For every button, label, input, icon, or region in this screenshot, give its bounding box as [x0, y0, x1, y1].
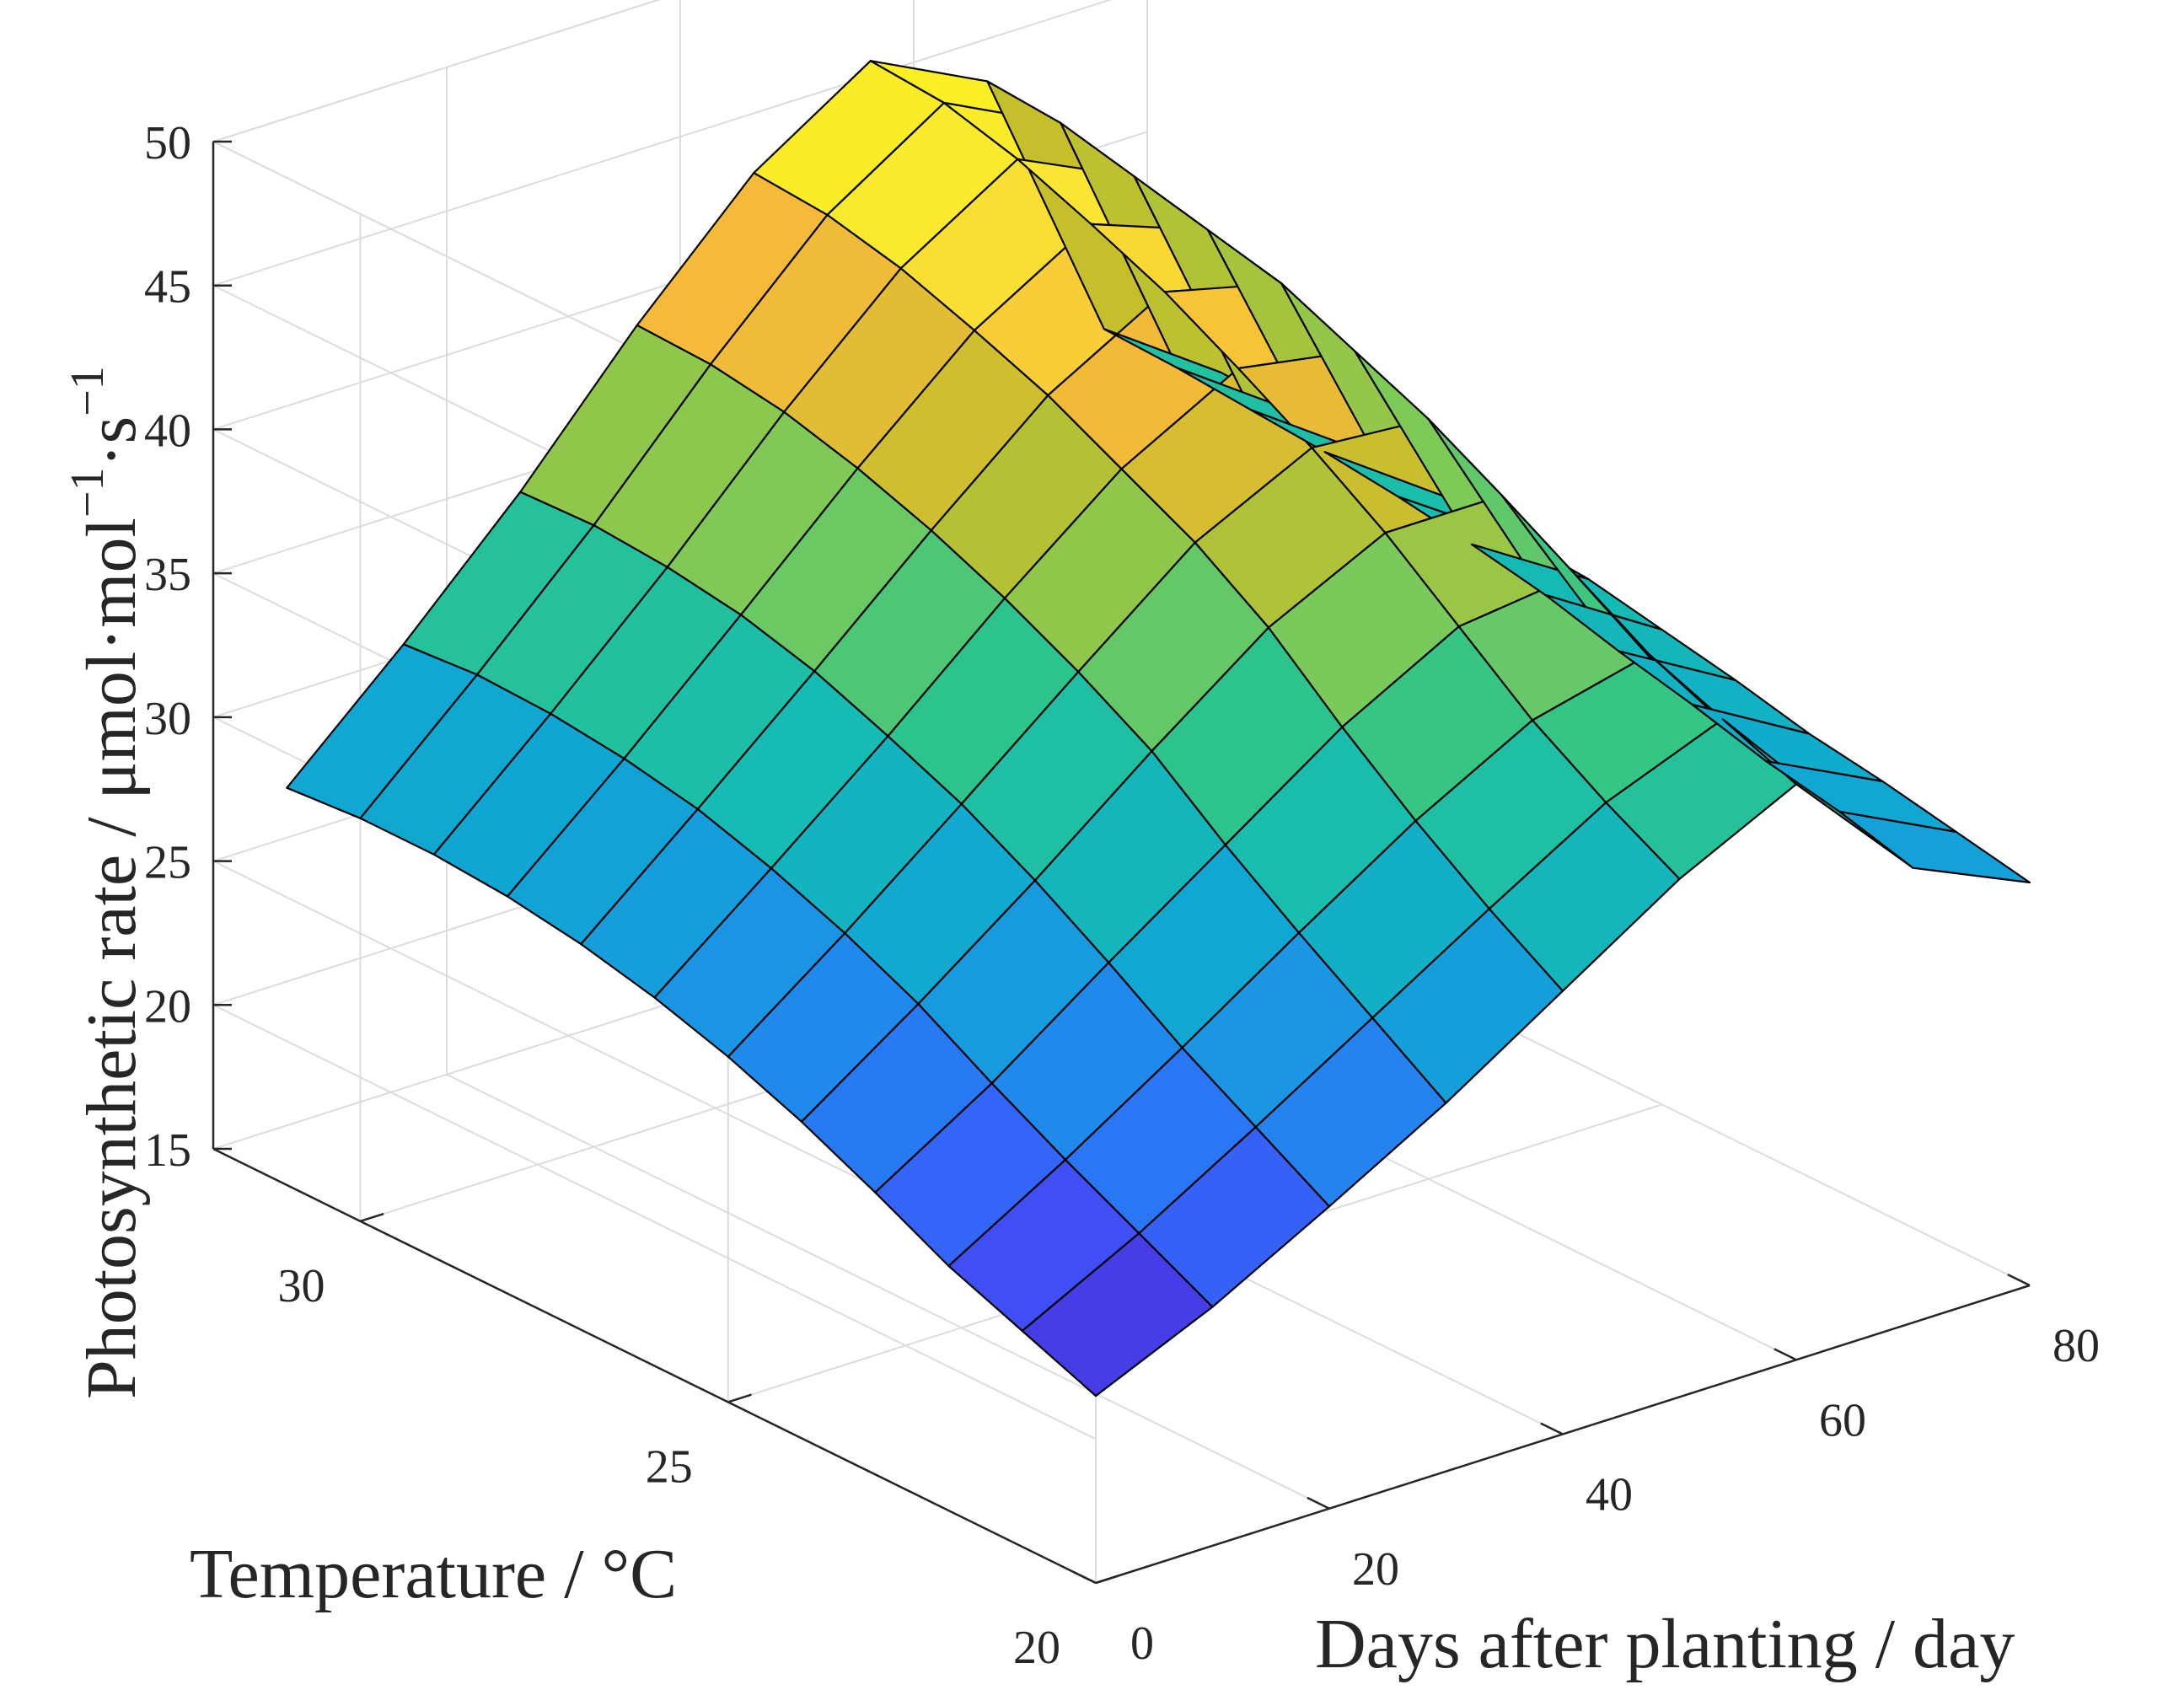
z-axis-label-sep: ·s: [72, 416, 151, 468]
x-tick-0: [1073, 1571, 1097, 1585]
x-gridline-1: [446, 67, 1330, 1510]
z-axis-label-sup-2: −1: [62, 366, 114, 416]
y-tick-label-1: 25: [646, 1440, 693, 1493]
z-tick-label-1: 20: [144, 980, 191, 1033]
x-tick-label-0: 0: [1130, 1617, 1154, 1670]
z-tick-label-2: 25: [144, 837, 191, 889]
z-axis-label: Photosynthetic rate / μmol·mol−1·s−1: [62, 366, 151, 1399]
x-tick-1: [1307, 1496, 1330, 1510]
z-axis-label-main: Photosynthetic rate / μmol·mol: [72, 518, 151, 1399]
x-axis-label: Days after planting / day: [1315, 1605, 2015, 1683]
surface-mesh: [286, 60, 2031, 1398]
axes: 15 20 25 30 35 40 45 50 20 25 30 0 20 40 60 80: [144, 117, 2100, 1674]
x-tick-3: [1773, 1348, 1797, 1361]
x-tick-label-2: 40: [1586, 1469, 1633, 1521]
z-tick-label-0: 15: [144, 1124, 191, 1177]
y-tick-label-2: 30: [278, 1260, 325, 1312]
x-tick-label-4: 80: [2053, 1320, 2100, 1372]
surface-cell-r0-c7: [1838, 810, 2031, 884]
y-tick-2: [360, 1212, 384, 1223]
x-tick-label-3: 60: [1819, 1394, 1866, 1446]
y-tick-1: [727, 1393, 752, 1403]
z-tick-label-6: 45: [144, 261, 191, 314]
y-axis-label: Temperature / °C: [190, 1535, 677, 1613]
z-axis-label-sup-1: −1: [62, 468, 114, 518]
x-tick-2: [1540, 1422, 1564, 1435]
z-tick-label-4: 35: [144, 549, 191, 601]
x-tick-4: [2007, 1274, 2031, 1287]
z-tick-label-3: 30: [144, 693, 191, 745]
z-tick-label-7: 50: [144, 117, 191, 169]
z-tick-label-5: 40: [144, 405, 191, 457]
x-tick-label-1: 20: [1352, 1543, 1399, 1596]
y-tick-label-0: 20: [1013, 1622, 1060, 1674]
